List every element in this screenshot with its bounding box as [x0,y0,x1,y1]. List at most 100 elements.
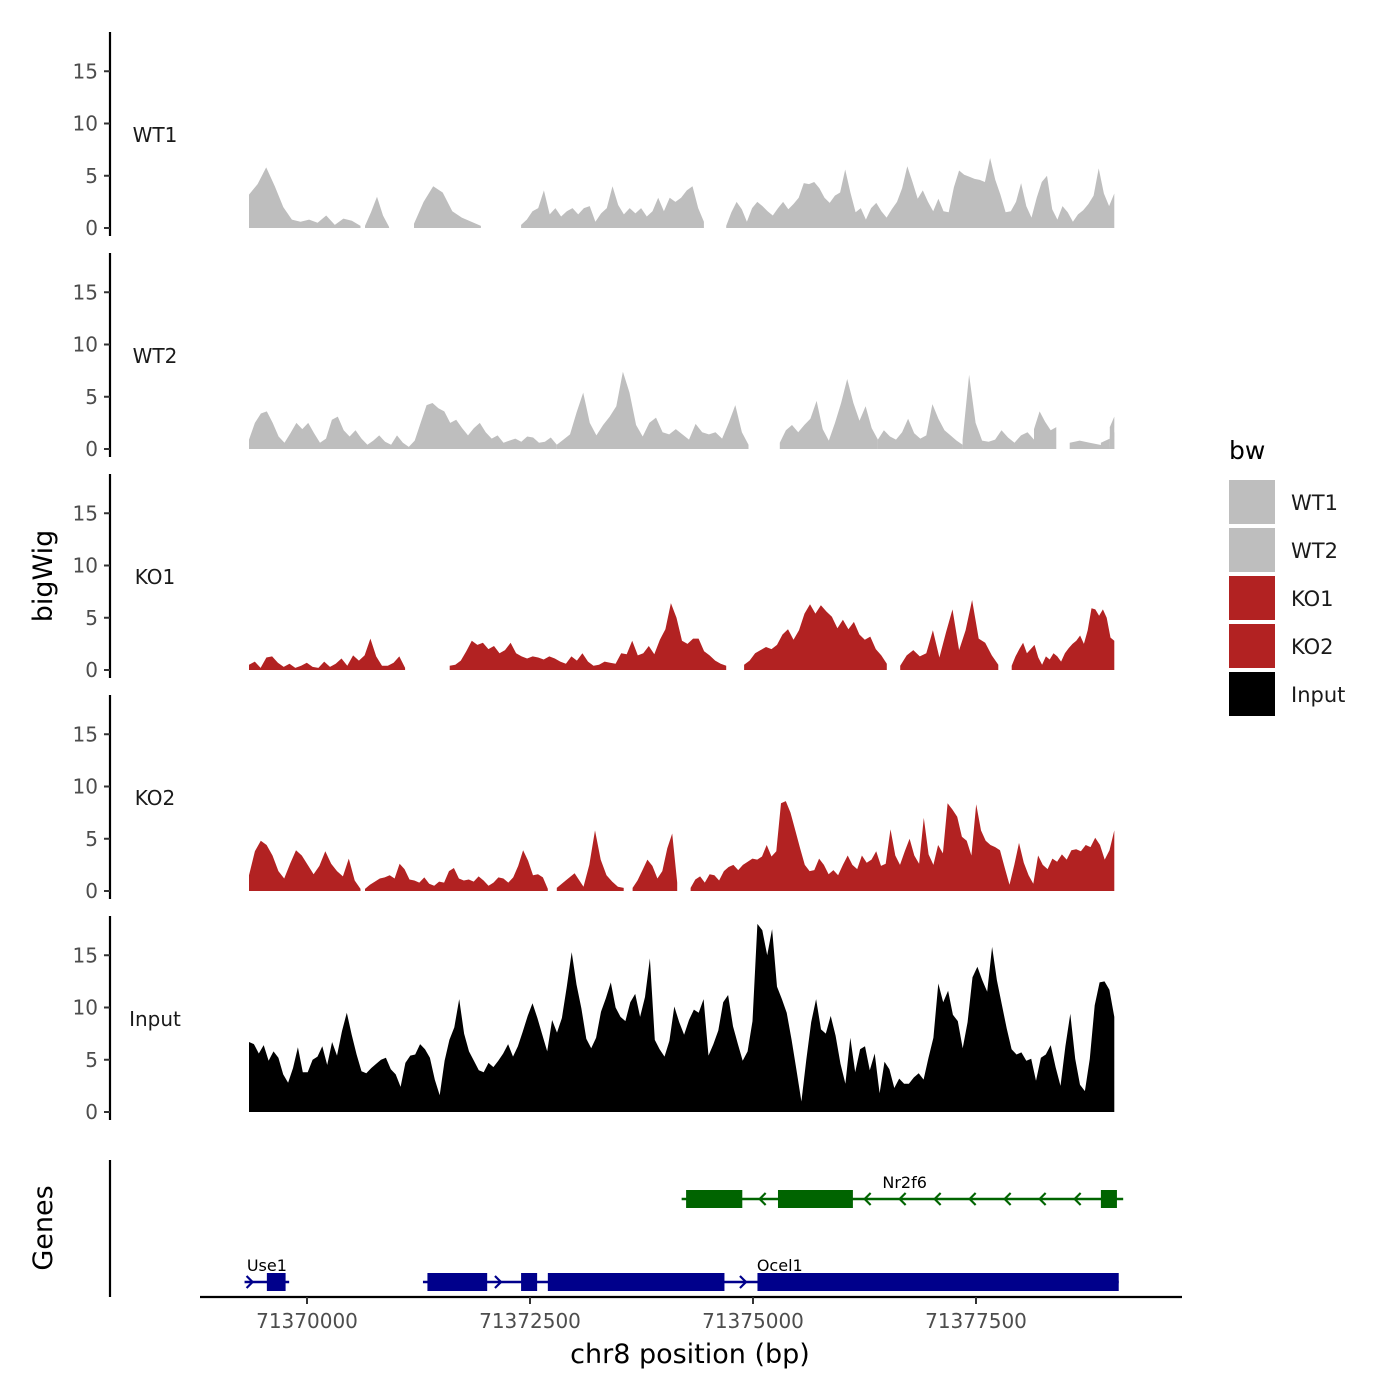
gene-nr2f6: Nr2f6 [681,1173,1124,1208]
gene-exon [266,1273,286,1291]
track-label: KO1 [135,565,176,589]
x-tick-label: 71377500 [925,1309,1027,1333]
legend-swatch-wt2 [1229,528,1275,572]
y-tick-label: 10 [73,996,98,1020]
y-tick-label: 5 [85,606,98,630]
legend-label-wt2: WT2 [1291,539,1338,563]
legend-swatch-input [1229,672,1275,716]
y-tick-label: 15 [73,501,98,525]
coverage-area-wt2 [962,374,1034,449]
strand-arrow [898,1192,907,1206]
coverage-area-ko1 [249,638,406,670]
coverage-area-wt1 [521,186,704,228]
y-tick-label: 10 [73,554,98,578]
y-tick-label: 0 [85,437,98,461]
gene-exon [1100,1190,1117,1208]
gene-label: Use1 [247,1256,287,1275]
track-ko1: 0 5 10 15 KO1 [73,474,1115,682]
strand-arrow [968,1192,977,1206]
strand-arrow [245,1275,255,1289]
y-tick-label: 10 [73,112,98,136]
coverage-area-ko1 [900,600,999,670]
coverage-area-wt2 [1109,416,1115,449]
legend-swatch-ko1 [1229,576,1275,620]
coverage-area-wt1 [249,167,361,228]
legend-label-ko1: KO1 [1291,587,1334,611]
coverage-area-wt2 [1100,438,1110,449]
gene-exon [777,1190,853,1208]
legend-label-input: Input [1291,683,1345,707]
track-label: Input [129,1007,181,1031]
x-tick-label: 71375000 [702,1309,804,1333]
y-tick-label: 15 [73,280,98,304]
y-tick-label: 15 [73,59,98,83]
coverage-area-ko1 [449,603,727,670]
coverage-area-ko2 [583,830,624,891]
coverage-area-ko1 [1011,608,1115,670]
legend-label-wt1: WT1 [1291,491,1338,515]
y-tick-label: 10 [73,775,98,799]
strand-arrow [494,1275,503,1289]
coverage-area-ko2 [690,801,1115,891]
track-input: 0 5 10 15 Input [73,916,1115,1124]
x-axis-title: chr8 position (bp) [570,1339,810,1370]
y-tick-label: 5 [85,164,98,188]
y-tick-label: 5 [85,827,98,851]
x-tick-label: 71372500 [479,1309,581,1333]
coverage-area-input [249,923,1115,1112]
legend: bw WT1 WT2 KO1 KO2 Input [1229,436,1345,716]
track-label: WT1 [133,123,178,147]
gene-use1: Use1 [244,1256,290,1291]
gene-exon [521,1273,538,1291]
coverage-area-ko2 [632,833,678,891]
track-label: WT2 [133,344,178,368]
coverage-area-wt2 [249,403,557,449]
coverage-area-wt2 [1069,440,1110,449]
y-tick-label: 0 [85,879,98,903]
track-wt1: 0 5 10 15 WT1 [73,32,1115,240]
y-tick-label: 0 [85,216,98,240]
y-tick-label: 0 [85,658,98,682]
y-tick-label: 15 [73,943,98,967]
coverage-area-wt2 [1034,411,1057,449]
track-wt2: 0 5 10 15 WT2 [73,253,1115,461]
gene-ocel1: Ocel1 [422,1256,1119,1291]
track-ko2: 0 5 10 15 KO2 [73,695,1115,903]
legend-swatch-ko2 [1229,624,1275,668]
strand-arrow [758,1192,767,1206]
legend-label-ko2: KO2 [1291,635,1334,659]
y-tick-label: 5 [85,1048,98,1072]
y-tick-label: 10 [73,333,98,357]
coverage-area-ko2 [556,873,584,891]
coverage-area-ko2 [365,850,548,891]
gene-label: Ocel1 [757,1256,803,1275]
legend-swatch-wt1 [1229,480,1275,524]
coverage-area-wt1 [726,158,1115,228]
coverage-area-wt2 [877,404,963,449]
y-tick-label: 0 [85,1100,98,1124]
gene-exon [427,1273,488,1291]
strand-arrow [1003,1192,1012,1206]
gene-exon [547,1273,725,1291]
strand-arrow [739,1275,748,1289]
x-axis: 71370000 71372500 71375000 71377500 [200,1295,1182,1333]
coverage-area-wt2 [779,379,878,449]
coverage-area-ko2 [249,840,361,891]
genes-axis-title: Genes [28,1185,59,1270]
y-tick-label: 15 [73,722,98,746]
strand-arrow [933,1192,942,1206]
coverage-area-wt2 [556,371,749,449]
gene-exon [686,1190,743,1208]
gene-track: Use1 Ocel1 Nr2f6 [108,1160,1124,1297]
y-axis-title: bigWig [28,530,59,623]
strand-arrow [863,1192,872,1206]
gene-label: Nr2f6 [882,1173,927,1192]
strand-arrow [1038,1192,1047,1206]
coverage-area-ko1 [744,604,887,670]
coverage-area-wt1 [414,186,481,228]
coverage-area-wt1 [365,196,390,228]
gene-exon [757,1273,1119,1291]
strand-arrow [1073,1192,1082,1206]
x-tick-label: 71370000 [256,1309,358,1333]
